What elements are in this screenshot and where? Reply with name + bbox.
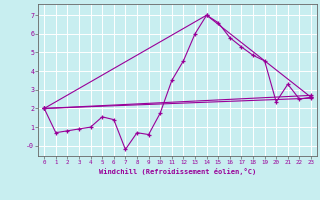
X-axis label: Windchill (Refroidissement éolien,°C): Windchill (Refroidissement éolien,°C) [99,168,256,175]
